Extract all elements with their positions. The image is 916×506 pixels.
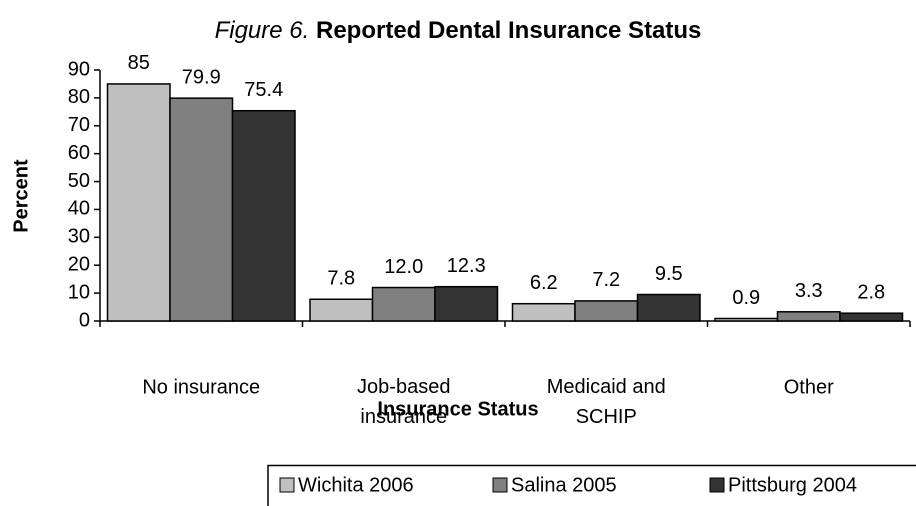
value-label: 0.9 xyxy=(732,287,760,309)
y-tick-label: 30 xyxy=(68,226,90,248)
bar xyxy=(434,285,499,322)
y-tick-label: 90 xyxy=(68,58,90,80)
bar xyxy=(511,302,576,322)
legend-swatch xyxy=(709,477,725,493)
bar xyxy=(714,317,779,322)
x-tick-label: Job-based insurance xyxy=(357,376,450,428)
chart-title: Reported Dental Insurance Status xyxy=(316,17,701,44)
x-tick-label: Medicaid and SCHIP xyxy=(547,376,666,428)
bar xyxy=(776,311,841,322)
x-tick-label: Other xyxy=(784,376,834,398)
legend-label: Pittsburg 2004 xyxy=(728,474,857,496)
legend-frame xyxy=(267,464,916,506)
legend-label: Salina 2005 xyxy=(511,474,617,496)
legend-swatch xyxy=(492,477,508,493)
x-tick-label: No insurance xyxy=(142,376,260,398)
x-axis-title: Insurance Status xyxy=(377,398,538,420)
value-label: 9.5 xyxy=(655,263,683,285)
value-label: 6.2 xyxy=(530,272,558,294)
value-label: 2.8 xyxy=(857,281,885,303)
y-axis-title: Percent xyxy=(10,159,32,233)
y-tick-label: 70 xyxy=(68,114,90,136)
bar xyxy=(839,312,904,322)
bar xyxy=(309,298,374,322)
value-label: 12.0 xyxy=(384,256,423,278)
y-tick-label: 80 xyxy=(68,86,90,108)
y-tick-label: 50 xyxy=(68,170,90,192)
bar xyxy=(231,109,296,322)
y-tick-label: 60 xyxy=(68,142,90,164)
legend-swatch xyxy=(279,477,295,493)
value-label: 85 xyxy=(128,52,150,74)
y-tick-label: 20 xyxy=(68,254,90,276)
bar xyxy=(169,97,234,322)
value-label: 12.3 xyxy=(447,255,486,277)
legend-label: Wichita 2006 xyxy=(298,474,414,496)
value-label: 7.8 xyxy=(327,268,355,290)
bar xyxy=(371,286,436,322)
y-tick-label: 0 xyxy=(79,309,90,331)
bar xyxy=(574,300,639,322)
value-label: 79.9 xyxy=(182,66,221,88)
chart-title-prefix: Figure 6. xyxy=(215,17,310,44)
value-label: 7.2 xyxy=(592,269,620,291)
chart-title-group: Figure 6. Reported Dental Insurance Stat… xyxy=(215,17,702,44)
y-tick-label: 40 xyxy=(68,198,90,220)
bar xyxy=(636,293,701,322)
y-tick-label: 10 xyxy=(68,281,90,303)
value-label: 75.4 xyxy=(244,79,283,101)
bar xyxy=(106,83,171,322)
value-label: 3.3 xyxy=(795,280,823,302)
